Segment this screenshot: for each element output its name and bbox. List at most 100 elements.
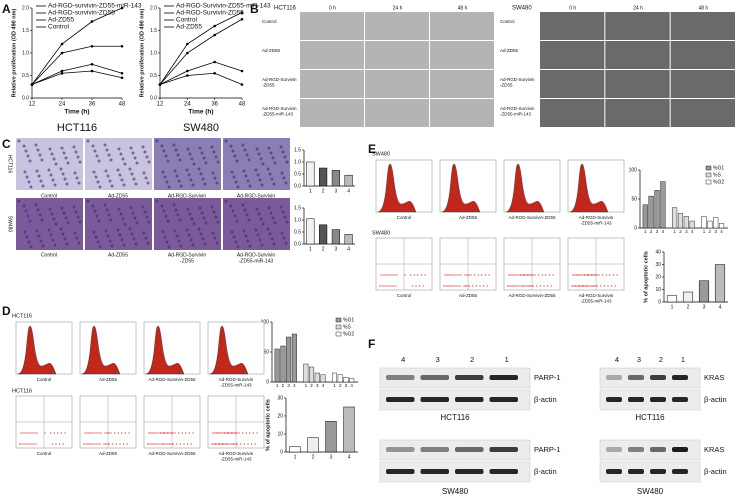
- event: [84, 432, 86, 434]
- cell: [178, 158, 182, 162]
- cell: [147, 220, 151, 224]
- cell: [106, 234, 110, 238]
- bar: [660, 181, 666, 229]
- band: [628, 375, 644, 380]
- x-tick-label: 4: [322, 383, 325, 388]
- event: [519, 285, 521, 287]
- event: [256, 432, 258, 434]
- label: -ZD55-miR-143: [580, 221, 612, 226]
- micrograph: [670, 70, 735, 98]
- cell: [213, 176, 217, 180]
- series-line: [159, 12, 243, 85]
- label: 4: [401, 355, 405, 364]
- cell: [281, 150, 285, 154]
- cell: [236, 185, 240, 189]
- cell: [230, 230, 234, 234]
- event: [51, 443, 54, 445]
- event: [457, 285, 459, 287]
- event: [595, 285, 597, 287]
- bar: [719, 223, 725, 229]
- label: 1: [681, 355, 685, 364]
- y-tick-label: 20: [655, 274, 661, 280]
- event: [233, 443, 235, 445]
- cell: [75, 236, 79, 240]
- event: [22, 432, 24, 434]
- y-tick-label: 2.0: [150, 5, 157, 11]
- label: PARP-1: [534, 373, 561, 382]
- cell: [49, 173, 53, 177]
- cell: [232, 175, 236, 179]
- point: [240, 69, 244, 73]
- label: β-actin: [534, 395, 557, 404]
- micrograph: [16, 198, 83, 250]
- point: [240, 11, 244, 14]
- series-line: [31, 45, 122, 85]
- x-tick-label: 3: [287, 383, 290, 388]
- label: 3: [436, 355, 440, 364]
- x-tick-label: 4: [348, 454, 351, 460]
- event: [50, 432, 52, 434]
- point: [120, 6, 124, 10]
- y-tick-label: 1.5: [294, 147, 301, 153]
- micrograph: [540, 99, 605, 127]
- cell: [272, 242, 276, 246]
- event: [525, 285, 527, 287]
- bar: [344, 234, 353, 245]
- y-tick-label: 0.0: [150, 95, 157, 101]
- event: [212, 432, 214, 434]
- event: [590, 274, 592, 276]
- band: [489, 375, 518, 380]
- cell: [26, 214, 30, 218]
- cell: [204, 221, 208, 225]
- cell: [29, 185, 33, 189]
- cell: [119, 212, 123, 216]
- cell: [175, 174, 179, 178]
- cell: [203, 242, 207, 246]
- y-tick-label: 20: [277, 413, 283, 419]
- event: [240, 443, 242, 445]
- event: [391, 285, 393, 287]
- event: [114, 432, 116, 434]
- cell: [117, 147, 121, 151]
- label: β-actin: [534, 467, 557, 476]
- cell: [211, 171, 215, 175]
- cell: [144, 236, 148, 240]
- event: [53, 432, 55, 434]
- point: [90, 44, 94, 48]
- x-tick-label: 2: [282, 383, 285, 388]
- cell: [74, 150, 78, 154]
- cell: [143, 150, 147, 154]
- cell: [268, 232, 272, 236]
- x-tick-label: 36: [211, 102, 218, 108]
- cell: [39, 239, 43, 243]
- event: [508, 274, 510, 276]
- event: [545, 274, 547, 276]
- cell: [201, 177, 205, 181]
- cell: [281, 210, 285, 214]
- event: [577, 285, 579, 287]
- x-tick-label: 2: [322, 246, 325, 252]
- event: [220, 432, 222, 434]
- y-tick-label: 0: [280, 449, 283, 455]
- legend-label: Control: [176, 17, 198, 24]
- cell: [147, 160, 151, 164]
- x-tick-label: 3: [334, 188, 337, 194]
- label: HCT116: [12, 313, 32, 319]
- bar: [337, 374, 343, 383]
- x-tick-label: 3: [334, 246, 337, 252]
- event: [528, 274, 530, 276]
- cell: [95, 214, 99, 218]
- cell: [53, 243, 57, 247]
- event: [57, 432, 59, 434]
- event: [445, 285, 447, 287]
- cell: [177, 239, 181, 243]
- event: [106, 432, 108, 434]
- cell: [40, 158, 44, 162]
- band: [628, 469, 644, 474]
- cell: [78, 220, 82, 224]
- bar: [349, 378, 355, 383]
- x-tick-label: 3: [330, 454, 333, 460]
- event: [20, 432, 22, 434]
- band: [455, 469, 484, 474]
